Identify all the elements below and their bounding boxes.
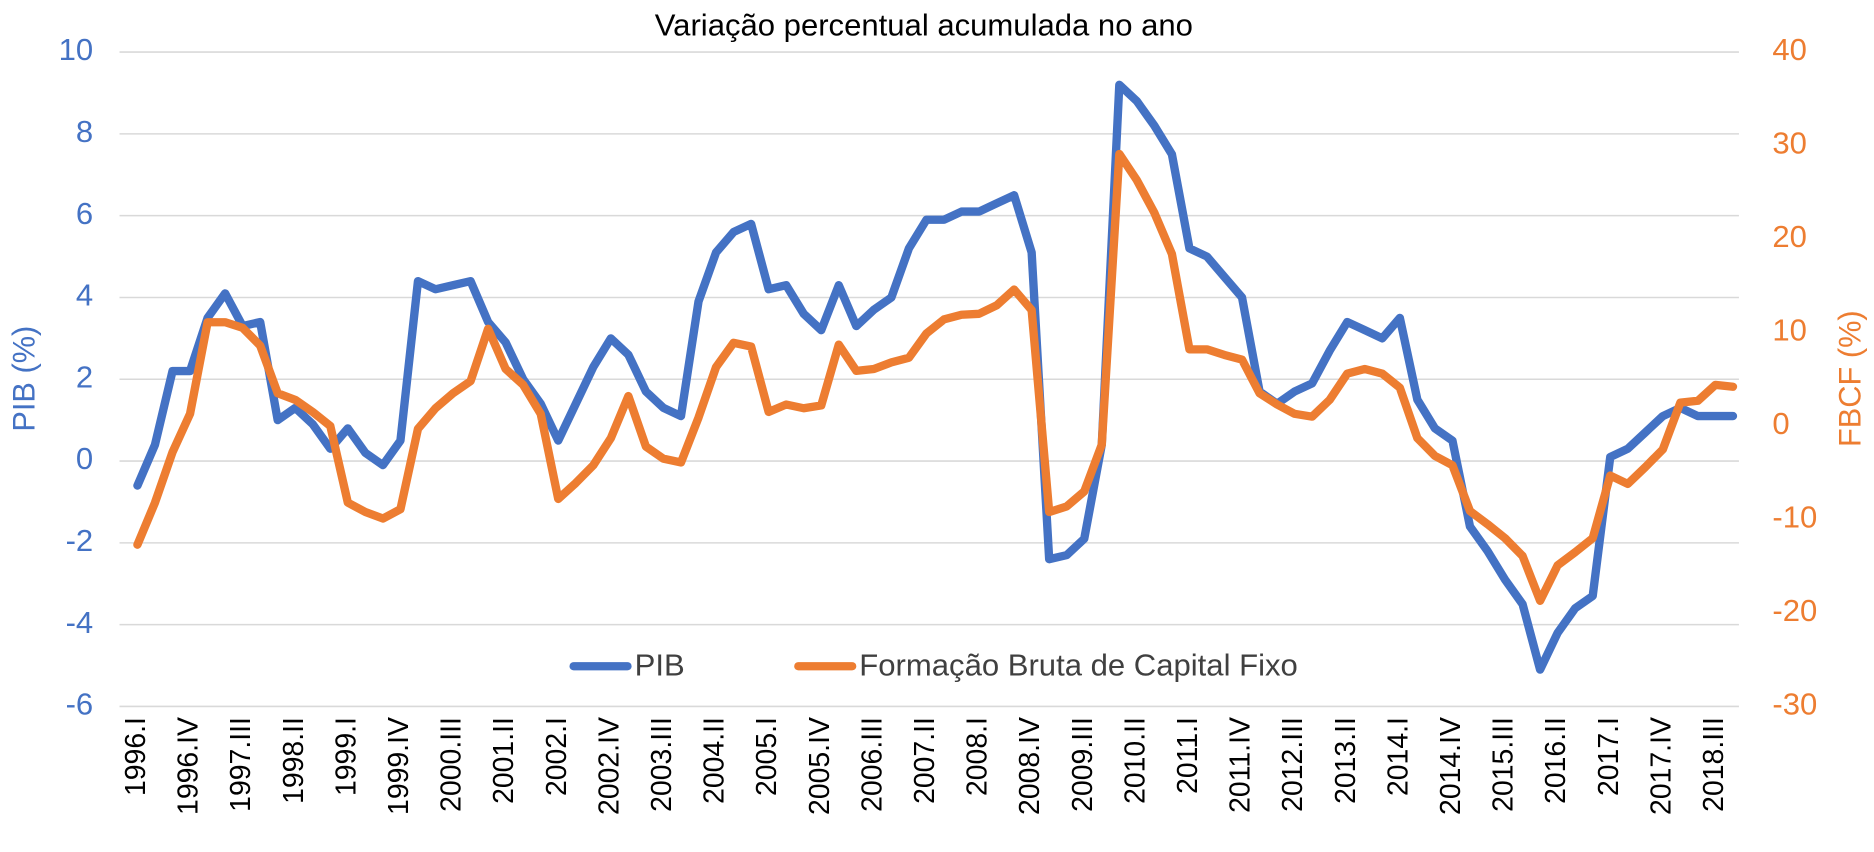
y-tick-label: 4 [76,278,93,313]
chart-title: Variação percentual acumulada no ano [655,7,1193,42]
y-tick-label: -4 [66,605,94,640]
y2-tick-label: 30 [1772,126,1807,161]
x-tick-label: 2004.II [699,717,731,804]
x-tick-label: 1999.I [330,717,362,796]
y2-tick-label: 0 [1772,406,1789,441]
x-tick-label: 2015.III [1487,717,1519,812]
x-tick-label: 2006.III [856,717,888,812]
x-tick-label: 2012.III [1277,717,1309,812]
y2-tick-label: 10 [1772,313,1807,348]
x-tick-label: 2005.IV [804,717,836,815]
x-tick-label: 2008.IV [1014,717,1046,815]
x-tick-label: 1999.IV [383,717,415,815]
x-tick-label: 2007.II [909,717,941,804]
x-tick-label: 2001.II [488,717,520,804]
legend-label: PIB [635,648,685,683]
y2-tick-label: -20 [1772,593,1817,628]
x-tick-label: 2014.IV [1435,717,1467,815]
x-tick-label: 1996.IV [173,717,205,815]
x-tick-label: 2000.III [436,717,468,812]
x-tick-label: 2002.IV [593,717,625,815]
y-tick-label: -6 [66,687,94,722]
y-axis-title: PIB (%) [6,326,41,432]
y-tick-label: 6 [76,196,93,231]
y-tick-label: 10 [59,32,94,67]
x-tick-label: 2013.II [1330,717,1362,804]
series-line [133,149,1738,605]
x-tick-label: 2005.I [751,717,783,796]
x-tick-label: 2018.III [1698,717,1730,812]
x-tick-label: 2002.I [541,717,573,796]
x-tick-label: 1998.II [278,717,310,804]
y2-axis-title: FBCF (%) [1833,310,1868,447]
y-tick-label: 8 [76,114,93,149]
y-tick-label: 2 [76,360,93,395]
x-tick-label: 2008.I [962,717,994,796]
legend-label: Formação Bruta de Capital Fixo [859,648,1297,683]
y2-tick-label: -10 [1772,500,1817,535]
x-tick-label: 1997.III [225,717,257,812]
x-tick-label: 2009.III [1067,717,1099,812]
x-tick-label: 1996.I [120,717,152,796]
series-line [133,80,1738,674]
x-tick-label: 2010.II [1119,717,1151,804]
x-tick-label: 2017.IV [1645,717,1677,815]
y-tick-label: 0 [76,441,93,476]
y2-tick-label: 20 [1772,219,1807,254]
x-tick-label: 2016.II [1540,717,1572,804]
x-tick-label: 2003.III [646,717,678,812]
x-tick-label: 2017.I [1593,717,1625,796]
x-tick-label: 2011.I [1172,717,1204,794]
x-tick-label: 2014.I [1382,717,1414,796]
x-tick-label: 2011.IV [1225,717,1257,813]
y-tick-label: -2 [66,523,94,558]
y2-tick-label: 40 [1772,32,1807,67]
y2-tick-label: -30 [1772,687,1817,722]
